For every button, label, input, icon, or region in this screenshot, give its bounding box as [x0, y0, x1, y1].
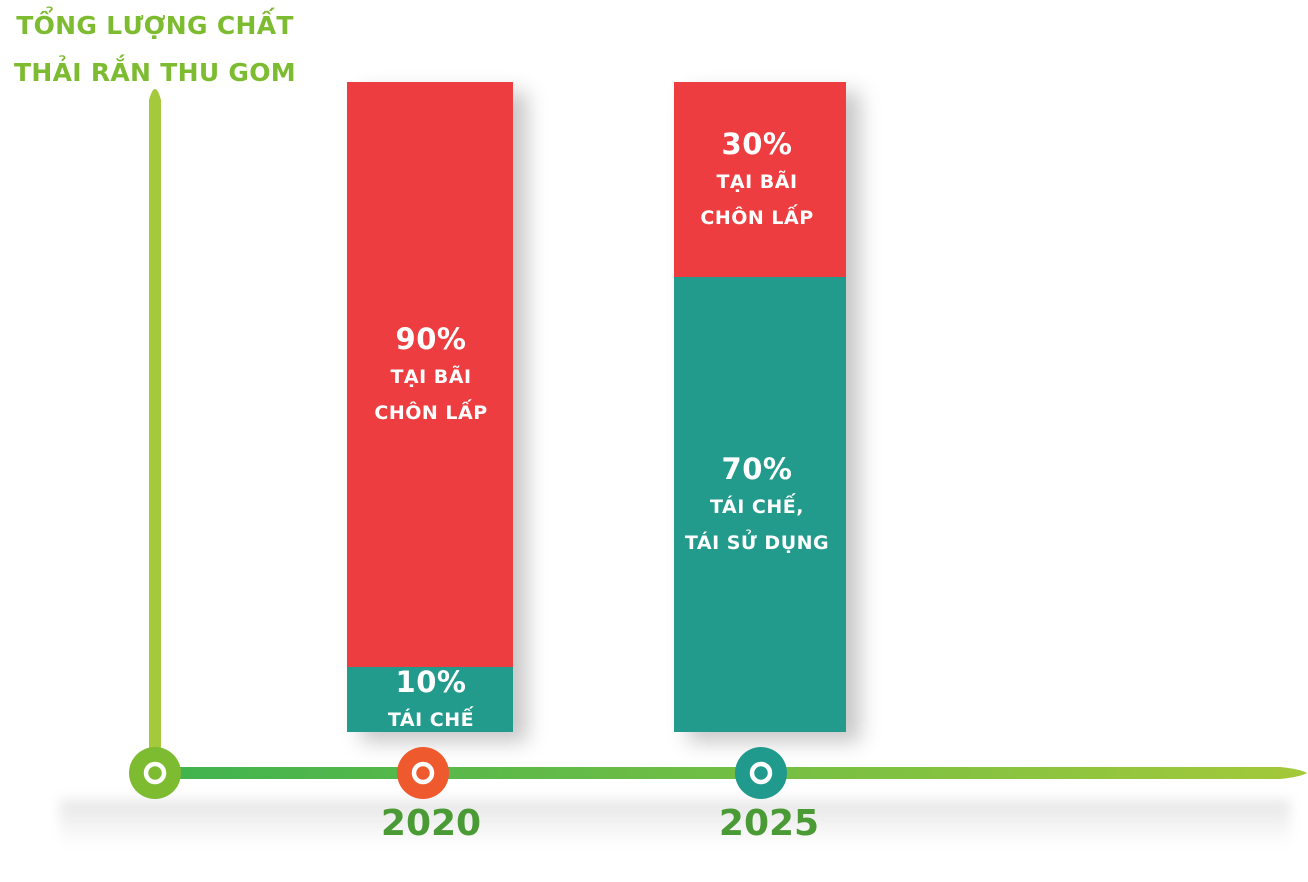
bar-recycle-2025: [674, 277, 846, 732]
label-caption-landfill-2025-1: TẠI BÃI: [716, 170, 798, 193]
x-axis-line: [150, 767, 1307, 779]
axis-marker-ring-2020: [411, 761, 435, 785]
label-caption-landfill-2020-1: TẠI BÃI: [390, 365, 472, 388]
label-value-landfill-2020: 90%: [395, 321, 467, 356]
label-recycle-2025: 70% TÁI CHẾ, TÁI SỬ DỤNG: [647, 449, 867, 561]
axis-marker-2025: [735, 747, 787, 799]
axis-marker-origin: [129, 747, 181, 799]
label-caption-recycle-2025-2: TÁI SỬ DỤNG: [684, 531, 830, 554]
y-axis-title: TỔNG LƯỢNG CHẤT THẢI RẮN THU GOM: [0, 2, 310, 96]
label-landfill-2025: 30% TẠI BÃI CHÔN LẤP: [647, 124, 867, 236]
bar-landfill-2025: [674, 82, 846, 277]
x-tick-label-2025: 2025: [718, 803, 820, 844]
bar-stack-2020: [347, 82, 513, 732]
label-caption-recycle-2020-1: TÁI CHẾ: [387, 708, 475, 731]
label-value-recycle-2025: 70%: [721, 451, 793, 486]
label-caption-recycle-2025-1: TÁI CHẾ,: [710, 495, 804, 518]
bar-stack-2025: [674, 82, 846, 732]
bar-landfill-2020: [347, 82, 513, 667]
label-caption-landfill-2020-2: CHÔN LẤP: [374, 401, 488, 424]
label-value-landfill-2025: 30%: [721, 126, 793, 161]
axis-marker-2020: [397, 747, 449, 799]
bar-recycle-2020: [347, 667, 513, 732]
axis-marker-ring-origin: [143, 761, 167, 785]
label-landfill-2020: 90% TẠI BÃI CHÔN LẤP: [321, 319, 541, 431]
y-axis-line: [149, 89, 161, 770]
label-caption-landfill-2025-2: CHÔN LẤP: [700, 206, 814, 229]
x-tick-label-2020: 2020: [380, 803, 482, 844]
label-value-recycle-2020: 10%: [395, 664, 467, 699]
floor-shadow: [60, 800, 1290, 846]
axis-marker-ring-2025: [749, 761, 773, 785]
label-recycle-2020: 10% TÁI CHẾ: [321, 662, 541, 738]
y-axis-title-line-1: TỔNG LƯỢNG CHẤT: [16, 11, 294, 40]
y-axis-title-line-2: THẢI RẮN THU GOM: [14, 58, 296, 87]
